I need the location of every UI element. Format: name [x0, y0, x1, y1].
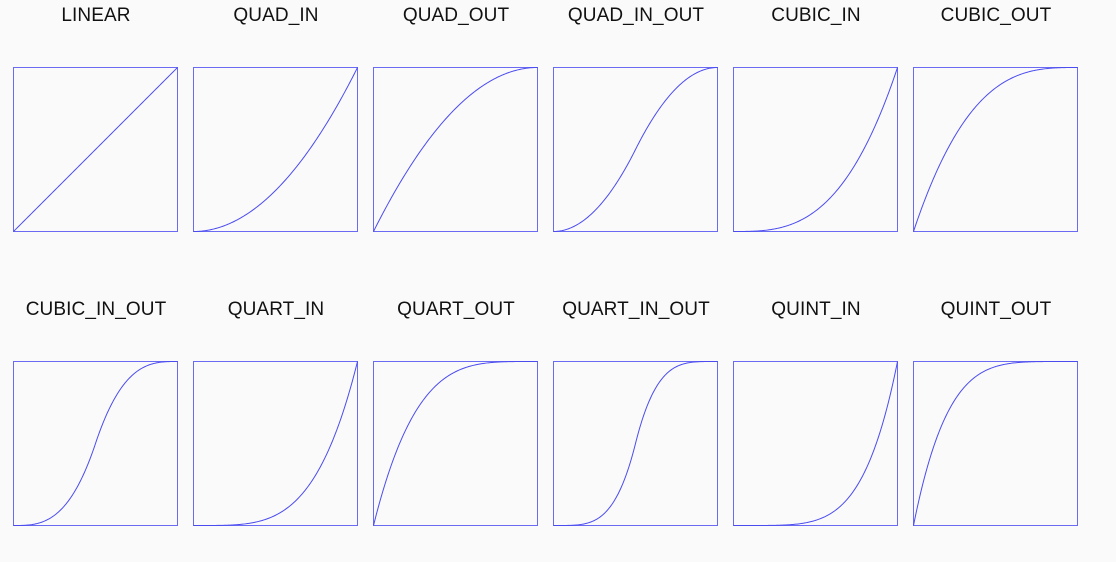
easing-curve	[733, 67, 898, 232]
easing-graph	[913, 67, 1078, 232]
plot-frame	[553, 67, 718, 232]
easing-graph	[13, 67, 178, 232]
easing-label: CUBIC_IN	[771, 5, 861, 26]
easing-curve	[193, 67, 358, 232]
easing-curve	[193, 361, 358, 526]
plot-frame	[13, 67, 178, 232]
easing-curve	[553, 67, 718, 232]
easing-graph	[553, 67, 718, 232]
easing-graph	[373, 67, 538, 232]
easing-graph	[733, 361, 898, 526]
easing-graph	[13, 361, 178, 526]
easing-graph	[913, 361, 1078, 526]
easing-label: QUAD_IN	[233, 5, 319, 26]
easing-plot	[733, 67, 899, 233]
easing-graph	[553, 361, 718, 526]
plot-frame	[733, 361, 898, 526]
easing-graph	[373, 361, 538, 526]
plot-frame	[373, 361, 538, 526]
plot-frame	[553, 361, 718, 526]
easing-plot	[553, 361, 719, 527]
easing-curve	[13, 361, 178, 526]
plot-frame	[193, 361, 358, 526]
easing-label: CUBIC_IN_OUT	[25, 299, 167, 320]
easing-label: CUBIC_OUT	[940, 5, 1052, 26]
easing-plot	[373, 361, 539, 527]
plot-frame	[913, 361, 1078, 526]
easing-curve	[13, 67, 178, 232]
easing-plot	[733, 361, 899, 527]
easing-graph	[193, 361, 358, 526]
easing-curve	[913, 67, 1078, 232]
easing-label: QUAD_IN_OUT	[567, 5, 705, 26]
easing-label: LINEAR	[61, 5, 131, 26]
plot-frame	[733, 67, 898, 232]
plot-frame	[193, 67, 358, 232]
easing-curve	[733, 361, 898, 526]
plot-frame	[13, 361, 178, 526]
easing-plot	[373, 67, 539, 233]
easing-graph	[193, 67, 358, 232]
easing-plot	[913, 361, 1079, 527]
plot-frame	[373, 67, 538, 232]
easing-curve	[373, 67, 538, 232]
easing-label: QUART_IN_OUT	[562, 299, 710, 320]
easing-plot	[553, 67, 719, 233]
easing-curve	[373, 361, 538, 526]
easing-plot	[13, 361, 179, 527]
easing-curve	[553, 361, 718, 526]
easing-label: QUART_IN	[227, 299, 325, 320]
easing-plot	[193, 67, 359, 233]
easing-curve	[913, 361, 1078, 526]
easing-plot	[913, 67, 1079, 233]
easing-plot	[193, 361, 359, 527]
easing-label: QUINT_OUT	[940, 299, 1052, 320]
easing-label: QUINT_IN	[771, 299, 861, 320]
easing-label: QUAD_OUT	[402, 5, 510, 26]
easing-plot	[13, 67, 179, 233]
plot-frame	[913, 67, 1078, 232]
easing-graph	[733, 67, 898, 232]
easing-label: QUART_OUT	[397, 299, 515, 320]
